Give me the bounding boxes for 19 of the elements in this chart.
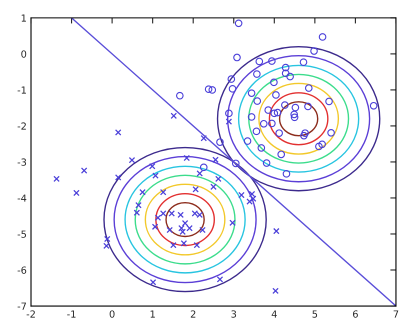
y-tick-label: 0 xyxy=(21,50,26,58)
y-tick-label: -3 xyxy=(18,158,26,166)
x-tick-label: 3 xyxy=(231,310,236,318)
y-tick-label: -6 xyxy=(18,266,26,274)
y-tick-label: -1 xyxy=(18,86,26,94)
y-tick-label: -2 xyxy=(18,122,26,130)
y-tick-label: 1 xyxy=(22,14,26,22)
y-tick-label: -7 xyxy=(18,302,26,310)
x-tick-label: 1 xyxy=(150,310,155,318)
x-tick-label: -1 xyxy=(67,310,76,318)
x-tick-label: 4 xyxy=(272,310,277,318)
x-tick-label: 6 xyxy=(352,310,358,318)
x-tick-label: 5 xyxy=(312,310,318,318)
x-tick-label: 7 xyxy=(394,310,398,318)
x-tick-label: -2 xyxy=(26,310,35,318)
x-tick-label: 0 xyxy=(110,310,115,318)
y-tick-label: -5 xyxy=(18,230,26,238)
x-tick-label: 2 xyxy=(190,310,196,318)
y-tick-label: -4 xyxy=(18,194,26,202)
